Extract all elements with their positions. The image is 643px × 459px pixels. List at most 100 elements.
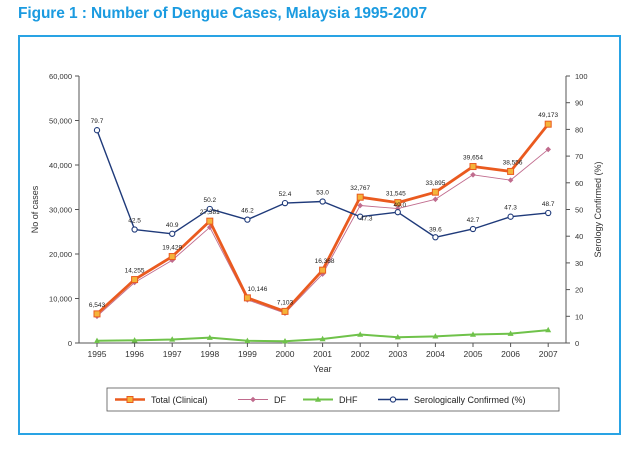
serology-data-label: 48.7	[542, 201, 555, 208]
serology-data-label: 47.3	[504, 205, 517, 212]
total-data-label: 16,368	[315, 258, 335, 265]
figure-title: Figure 1 : Number of Dengue Cases, Malay…	[18, 5, 428, 22]
total-point	[431, 188, 439, 196]
serology-data-label: 46.2	[241, 208, 254, 215]
total-point	[544, 120, 552, 128]
serology-point	[394, 209, 401, 216]
total-data-label: 32,767	[350, 185, 370, 192]
total-data-label: 38,556	[503, 159, 523, 166]
serology-data-label: 50.2	[203, 197, 216, 204]
df-legend-label: DF	[274, 395, 286, 405]
serology-data-label: 42.5	[128, 218, 141, 225]
x-tick-label: 2005	[464, 349, 483, 359]
x-tick-label: 2006	[501, 349, 520, 359]
serology-point	[281, 199, 289, 207]
total-data-label: 19,429	[162, 245, 182, 252]
total-point	[206, 217, 214, 225]
serology-point	[169, 230, 176, 237]
df-point	[169, 257, 175, 264]
serology-point	[545, 209, 552, 217]
serology-series-line	[96, 129, 549, 238]
serology-point	[357, 213, 364, 220]
total-data-label: 10,146	[247, 286, 267, 293]
df-point	[395, 205, 401, 212]
x-tick-label: 2003	[388, 349, 407, 359]
serology-point	[206, 205, 213, 213]
serology-point	[319, 198, 326, 205]
x-tick-label: 1996	[125, 349, 144, 359]
x-tick-label: 2001	[313, 349, 332, 359]
x-tick-label: 2007	[539, 349, 558, 359]
y-axis-title: No of cases	[30, 185, 40, 233]
x-tick-label: 1999	[238, 349, 257, 359]
y2-tick-label: 0	[575, 339, 579, 348]
dhf-point	[394, 334, 401, 340]
serology-point	[93, 127, 101, 134]
dhf-point	[507, 330, 514, 336]
serology-data-label: 79.7	[91, 118, 104, 125]
dhf-point	[244, 337, 251, 343]
dhf-point	[545, 326, 552, 333]
serology-data-label: 53.0	[316, 189, 329, 196]
y2-tick-label: 80	[575, 125, 583, 134]
x-tick-label: 2000	[276, 349, 295, 359]
chart-frame	[18, 35, 621, 435]
total-point	[356, 193, 364, 201]
df-point	[545, 146, 551, 153]
y2-tick-label: 40	[575, 232, 583, 241]
y-tick-label: 40,000	[49, 161, 72, 170]
df-point	[207, 224, 213, 231]
total-point	[394, 199, 402, 207]
serology-point	[244, 216, 251, 223]
dhf-legend-marker	[315, 396, 321, 402]
dhf-legend-label: DHF	[339, 395, 358, 405]
y2-tick-label: 30	[575, 259, 583, 268]
dhf-point	[206, 334, 213, 340]
y2-tick-label: 90	[575, 99, 583, 108]
dhf-point	[282, 338, 288, 344]
x-tick-label: 2004	[426, 349, 445, 359]
total-data-label: 7,103	[277, 299, 294, 306]
total-point	[93, 310, 101, 318]
serology-legend-marker	[389, 396, 397, 403]
total-point	[469, 163, 477, 171]
serology-data-label: 47.3	[360, 216, 373, 223]
serology-data-label: 39.6	[429, 226, 442, 233]
y-tick-label: 0	[68, 339, 72, 348]
y2-tick-label: 60	[575, 179, 583, 188]
dhf-point	[357, 331, 364, 337]
serology-data-label: 40.9	[166, 222, 179, 229]
serology-data-label: 42.7	[467, 217, 480, 224]
total-point	[319, 266, 327, 274]
x-axis-title: Year	[313, 364, 331, 374]
total-point	[281, 307, 289, 315]
total-data-label: 33,895	[425, 180, 445, 187]
total-point	[507, 167, 515, 175]
y-tick-label: 30,000	[49, 206, 72, 215]
total-data-label: 27,381	[200, 209, 220, 216]
total-legend-marker	[126, 396, 134, 403]
serology-point	[432, 234, 439, 241]
total-point	[168, 253, 176, 261]
total-data-label: 39,654	[463, 155, 483, 162]
serology-point	[131, 226, 138, 233]
y2-tick-label: 70	[575, 152, 583, 161]
df-point	[432, 196, 439, 203]
total-data-label: 6,543	[89, 302, 106, 309]
total-point	[131, 276, 139, 284]
y-tick-label: 10,000	[49, 295, 72, 304]
serology-legend-label: Serologically Confirmed (%)	[414, 395, 526, 405]
df-point	[357, 202, 363, 209]
y2-tick-label: 100	[575, 72, 588, 81]
dhf-point	[470, 331, 476, 337]
y2-tick-label: 50	[575, 206, 583, 215]
serology-point	[469, 225, 477, 233]
dhf-point	[94, 337, 100, 343]
total-point	[243, 294, 251, 302]
total-data-label: 14,255	[125, 268, 145, 275]
serology-data-label: 52.4	[279, 191, 292, 198]
x-tick-label: 2002	[351, 349, 370, 359]
dhf-point	[432, 333, 439, 339]
x-tick-label: 1995	[88, 349, 107, 359]
total-data-label: 49,173	[538, 112, 558, 119]
